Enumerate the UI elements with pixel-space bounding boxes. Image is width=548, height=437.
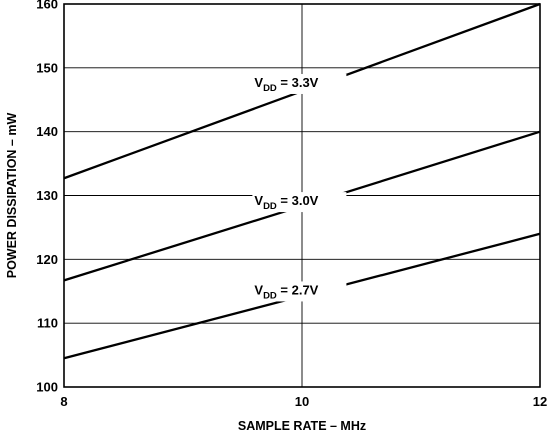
- y-tick-label: 140: [36, 124, 58, 139]
- y-tick-label: 130: [36, 188, 58, 203]
- y-tick-label: 150: [36, 60, 58, 75]
- x-tick-label: 8: [60, 394, 67, 409]
- tick-labels: 100 110 120 130 140 150 160 8 10 12: [36, 0, 547, 409]
- y-axis-label: POWER DISSIPATION – mW: [5, 113, 19, 279]
- plot-frame: [63, 3, 541, 388]
- x-axis-label: SAMPLE RATE – MHz: [238, 419, 366, 433]
- series-label-background: [252, 73, 347, 94]
- x-tick-label: 12: [533, 394, 547, 409]
- y-tick-label: 160: [36, 0, 58, 12]
- y-tick-label: 120: [36, 252, 58, 267]
- series-label-1: VDD = 3.3V: [254, 75, 318, 94]
- x-tick-label: 10: [295, 394, 309, 409]
- y-tick-label: 110: [37, 316, 58, 331]
- y-tick-label: 100: [36, 380, 58, 395]
- series-label-2: VDD = 3.0V: [254, 193, 318, 212]
- series-label-background: [252, 281, 347, 302]
- series-label-3: VDD = 2.7V: [254, 282, 318, 301]
- series-label-background: [252, 192, 347, 213]
- series-labels: VDD = 3.3V VDD = 3.0V VDD = 2.7V: [252, 73, 347, 302]
